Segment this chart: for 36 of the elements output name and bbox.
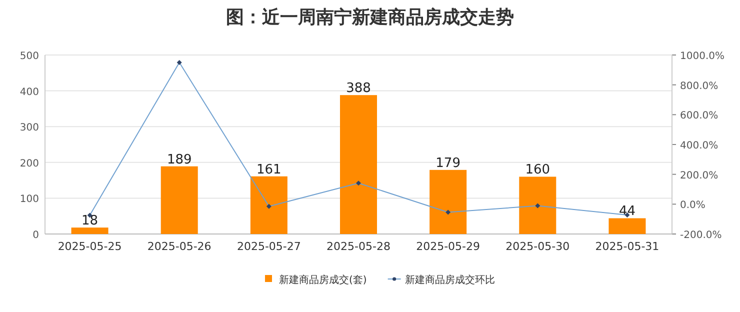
x-tick-label: 2025-05-31 — [595, 240, 660, 253]
x-tick-label: 2025-05-30 — [506, 240, 570, 253]
y2-tick-label: -200.0% — [680, 230, 722, 241]
bar — [160, 166, 198, 234]
bar — [340, 95, 377, 234]
x-tick-label: 2025-05-29 — [416, 240, 480, 253]
y2-tick-label: 600.0% — [680, 110, 718, 122]
y2-tick-label: 0.0% — [680, 200, 706, 212]
bar — [430, 170, 467, 234]
data-label: 18 — [82, 214, 98, 229]
bar — [71, 228, 108, 234]
bar — [608, 218, 646, 234]
y2-tick-label: 400.0% — [680, 140, 718, 152]
x-tick-label: 2025-05-28 — [326, 240, 390, 253]
data-label: 388 — [346, 81, 371, 96]
data-label: 189 — [166, 152, 192, 168]
data-label: 179 — [436, 156, 460, 171]
chart-title: 图：近一周南宁新建商品房成交走势 — [226, 7, 514, 28]
y-tick-label: 500 — [20, 51, 39, 62]
bar — [250, 176, 288, 234]
y-tick-label: 200 — [20, 158, 39, 170]
legend-label: 新建商品房成交环比 — [404, 274, 495, 286]
y2-tick-label: 200.0% — [680, 170, 718, 182]
data-label: 161 — [256, 162, 282, 178]
y-tick-label: 400 — [20, 86, 39, 98]
legend-label: 新建商品房成交(套) — [279, 274, 367, 286]
y2-tick-label: 800.0% — [680, 80, 718, 92]
x-tick-label: 2025-05-27 — [236, 240, 301, 253]
data-label: 160 — [525, 162, 550, 178]
y-tick-label: 0 — [32, 230, 39, 241]
bar — [519, 176, 556, 234]
y-tick-label: 300 — [20, 122, 39, 134]
y2-tick-label: 1000.0% — [680, 51, 724, 62]
x-tick-label: 2025-05-26 — [147, 240, 212, 253]
x-tick-label: 2025-05-25 — [58, 240, 122, 253]
y-tick-label: 100 — [20, 194, 39, 206]
